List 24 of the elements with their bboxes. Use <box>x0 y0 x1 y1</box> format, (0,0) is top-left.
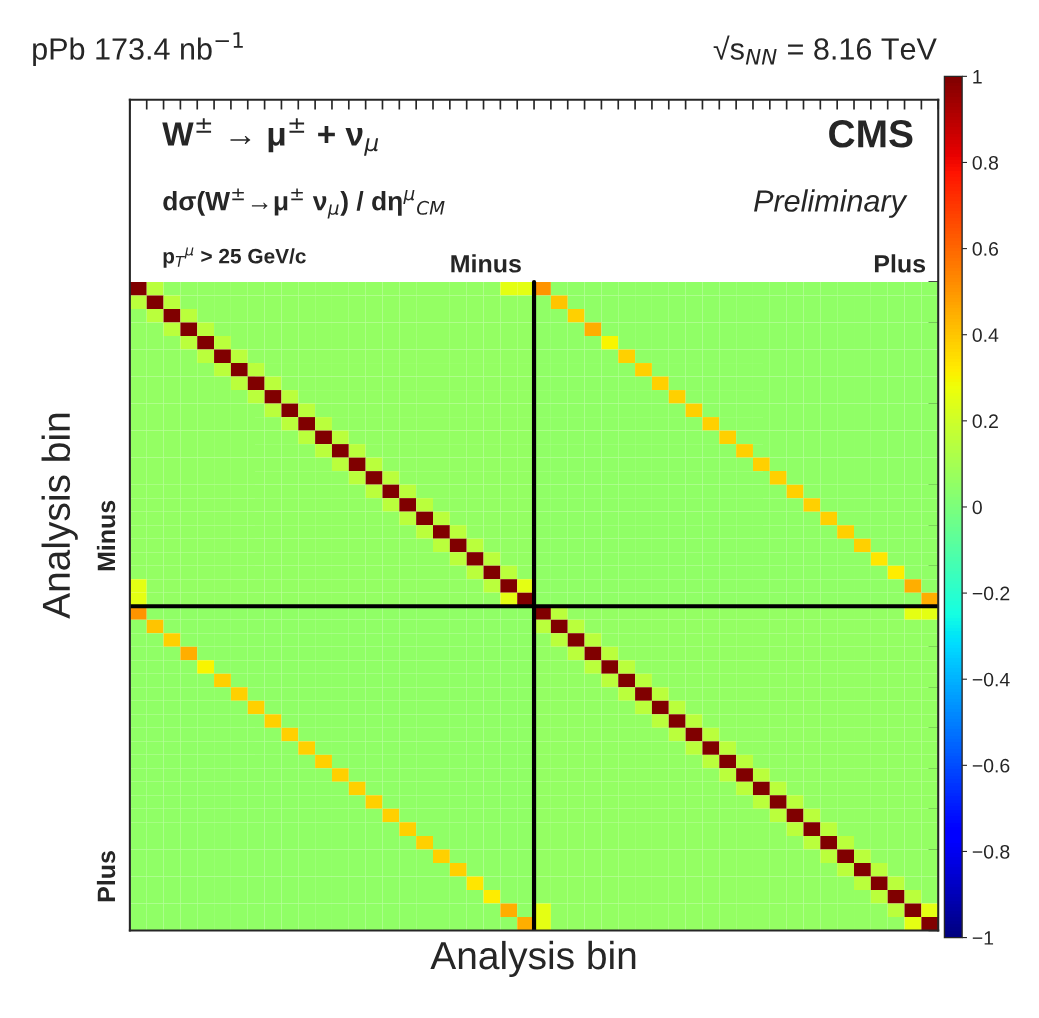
text: p$_{T}$$^{μ}$ > 25 GeV/c <box>163 247 306 268</box>
color-bar-label: 0.8 <box>972 155 999 170</box>
color-bar-label: −1 <box>972 931 994 945</box>
text: Plus <box>96 851 116 902</box>
color-bar-label: −0.8 <box>972 844 1010 859</box>
color-bar-label: −0.4 <box>972 672 1010 687</box>
color-bar-label: 0.2 <box>972 414 998 429</box>
chart-title: pPb 173.4 nb$^{−1}$ <box>33 32 243 66</box>
text: Minus <box>451 254 521 273</box>
color-bar-label: 1 <box>973 70 982 84</box>
text: Preliminary <box>754 189 908 218</box>
y-axis-title: Analysis bin <box>41 413 78 619</box>
text: W$^{±}$ → μ$^{±}$ + ν$_{μ}$ <box>162 118 379 156</box>
text: CMS <box>829 120 913 148</box>
color-bar-label: 0.6 <box>972 242 999 256</box>
text: Minus <box>96 500 116 571</box>
x-axis-title: Analysis bin <box>430 940 636 978</box>
color-bar-label: −0.6 <box>972 758 1010 773</box>
color-bar-label: 0 <box>972 500 982 515</box>
chart-subtitle: √s$_{NN}$ = 8.16 TeV <box>713 35 937 65</box>
text: Plus <box>874 254 926 273</box>
color-bar-label: 0.4 <box>972 328 999 342</box>
text: dσ(W$^{±}$→μ$^{±}$ ν$_{μ}$) / dη$^{μ}$$_{CM}$ <box>163 188 445 219</box>
color-bar-label: −0.2 <box>972 586 1010 601</box>
